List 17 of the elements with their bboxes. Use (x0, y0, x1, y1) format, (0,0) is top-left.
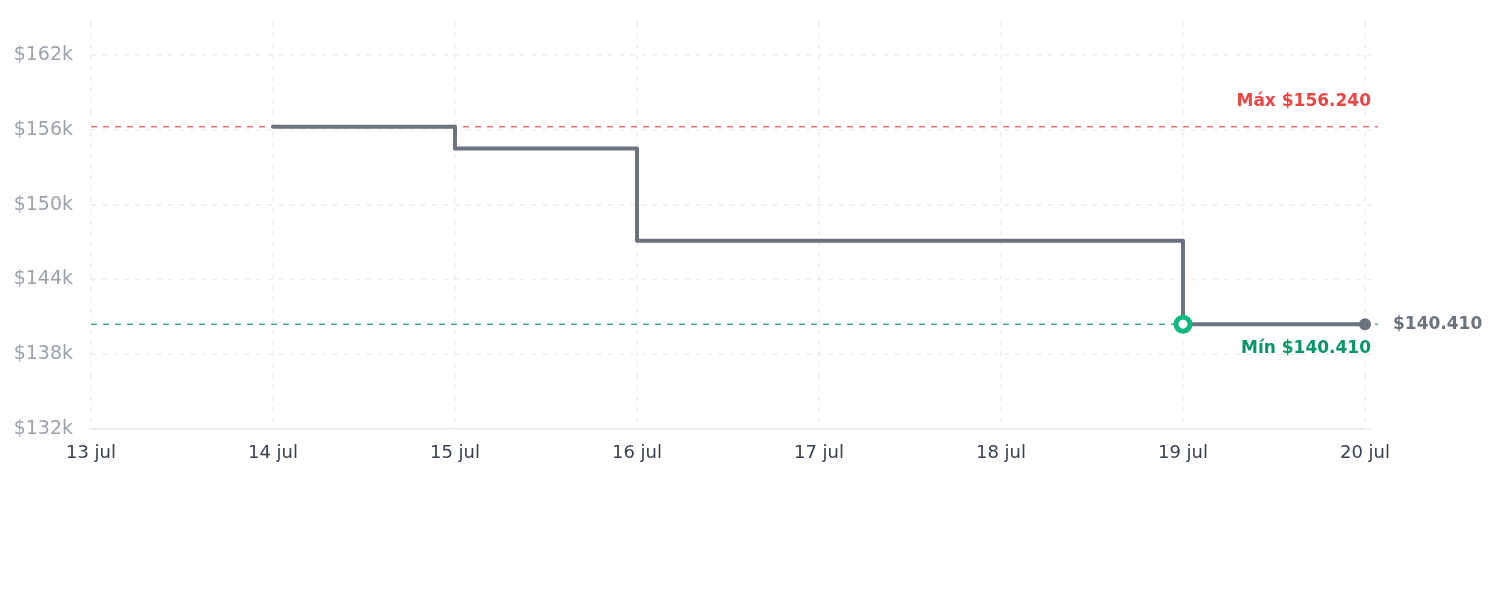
y-tick-label: $162k (13, 41, 73, 64)
y-tick-label: $132k (13, 415, 73, 438)
data-label: $140.410 (1393, 312, 1483, 333)
y-tick-label: $156k (13, 116, 73, 139)
x-tick-label: 19 jul (1157, 441, 1209, 463)
x-tick-label: 17 jul (793, 441, 845, 463)
y-tick-label: $138k (13, 341, 73, 364)
y-tick-label: $150k (13, 191, 73, 214)
x-tick-label: 18 jul (975, 441, 1027, 463)
ref-line-label: Mín $140.410 (1240, 336, 1372, 357)
x-tick-label: 20 jul (1339, 441, 1391, 463)
x-tick-label: 13 jul (65, 441, 117, 463)
x-tick-label: 16 jul (611, 441, 663, 463)
y-tick-label: $144k (13, 266, 73, 289)
x-tick-label: 15 jul (429, 441, 481, 463)
x-tick-label: 14 jul (247, 441, 299, 463)
ref-line-label: Máx $156.240 (1236, 90, 1372, 111)
